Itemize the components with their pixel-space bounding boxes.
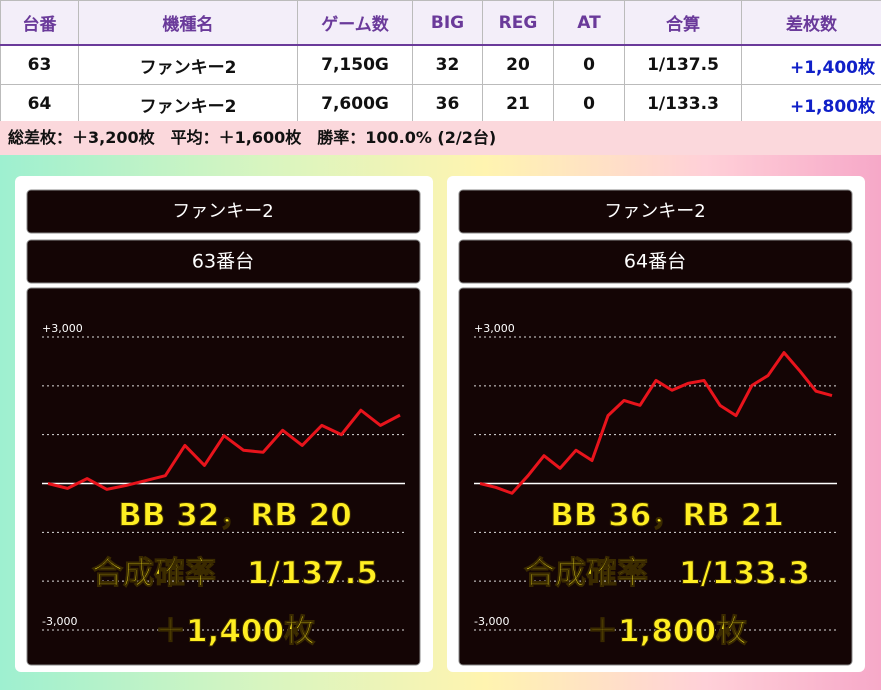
subtitle-bar — [458, 239, 853, 284]
annotation: 合成確率 1/137.5 — [92, 556, 378, 592]
summary: 総差枚：＋3,200枚 平均：＋1,600枚 勝率：100.0% (2/2台) — [0, 121, 881, 155]
header-row: 台番 機種名 ゲーム数 BIG REG AT 合算 差枚数 — [0, 0, 881, 46]
y-tick-label: +3,000 — [42, 322, 83, 335]
data-line — [479, 351, 833, 495]
chart-title: ファンキー2 — [172, 201, 273, 222]
annotation: ＋1,400枚 — [155, 614, 315, 650]
table-cell: ファンキー2 — [78, 84, 298, 124]
plot-area — [26, 287, 421, 666]
header-cell: BIG — [412, 0, 483, 46]
table-cell: 20 — [482, 44, 554, 85]
header-cell: REG — [482, 0, 554, 46]
header-cell: 合算 — [624, 0, 742, 46]
subtitle-bar — [26, 239, 421, 284]
header-cell: ゲーム数 — [297, 0, 413, 46]
plot-area — [458, 287, 853, 666]
y-tick-label: -3,000 — [42, 615, 77, 628]
table-cell: +1,400枚 — [741, 44, 881, 85]
table-cell: ファンキー2 — [78, 44, 298, 85]
table-cell: 0 — [553, 84, 625, 124]
table-cell: +1,800枚 — [741, 84, 881, 124]
table-cell: 0 — [553, 44, 625, 85]
annotation: 合成確率 1/133.3 — [524, 556, 810, 592]
header-cell: 差枚数 — [741, 0, 881, 46]
data-table: 台番 機種名 ゲーム数 BIG REG AT 合算 差枚数 63 ファンキー2 7,150G 32 2… — [0, 0, 881, 124]
table-cell: 64 — [0, 84, 79, 124]
header-cell: 機種名 — [78, 0, 298, 46]
table-row: 64 ファンキー2 7,600G 36 21 0 1/133.3 +1,800枚 — [0, 84, 881, 124]
title-bar — [458, 189, 853, 234]
annotation: ＋1,800枚 — [587, 614, 747, 650]
title-bar — [26, 189, 421, 234]
table-body: 63 ファンキー2 7,150G 32 20 0 1/137.5 +1,400枚 64 ファンキー… — [0, 44, 881, 124]
y-tick-label: +3,000 — [474, 322, 515, 335]
charts: ファンキー2 63番台 +3,000 -3,000 BB 32，RB 20 合成確率 1/… — [15, 176, 865, 672]
annotation: BB 36，RB 21 — [550, 498, 784, 534]
y-tick-label: -3,000 — [474, 615, 509, 628]
chart-subtitle: 64番台 — [624, 251, 686, 273]
table-row: 63 ファンキー2 7,150G 32 20 0 1/137.5 +1,400枚 — [0, 44, 881, 85]
annotation: BB 32，RB 20 — [118, 498, 352, 534]
header-cell: 台番 — [0, 0, 79, 46]
table-cell: 63 — [0, 44, 79, 85]
header-cell: AT — [553, 0, 625, 46]
table-cell: 7,600G — [297, 84, 413, 124]
table-cell: 21 — [482, 84, 554, 124]
table-cell: 1/133.3 — [624, 84, 742, 124]
table-cell: 1/137.5 — [624, 44, 742, 85]
data-line — [47, 408, 401, 491]
table-cell: 36 — [412, 84, 483, 124]
chart-title: ファンキー2 — [604, 201, 705, 222]
table-cell: 32 — [412, 44, 483, 85]
table-cell: 7,150G — [297, 44, 413, 85]
chart-subtitle: 63番台 — [192, 251, 254, 273]
